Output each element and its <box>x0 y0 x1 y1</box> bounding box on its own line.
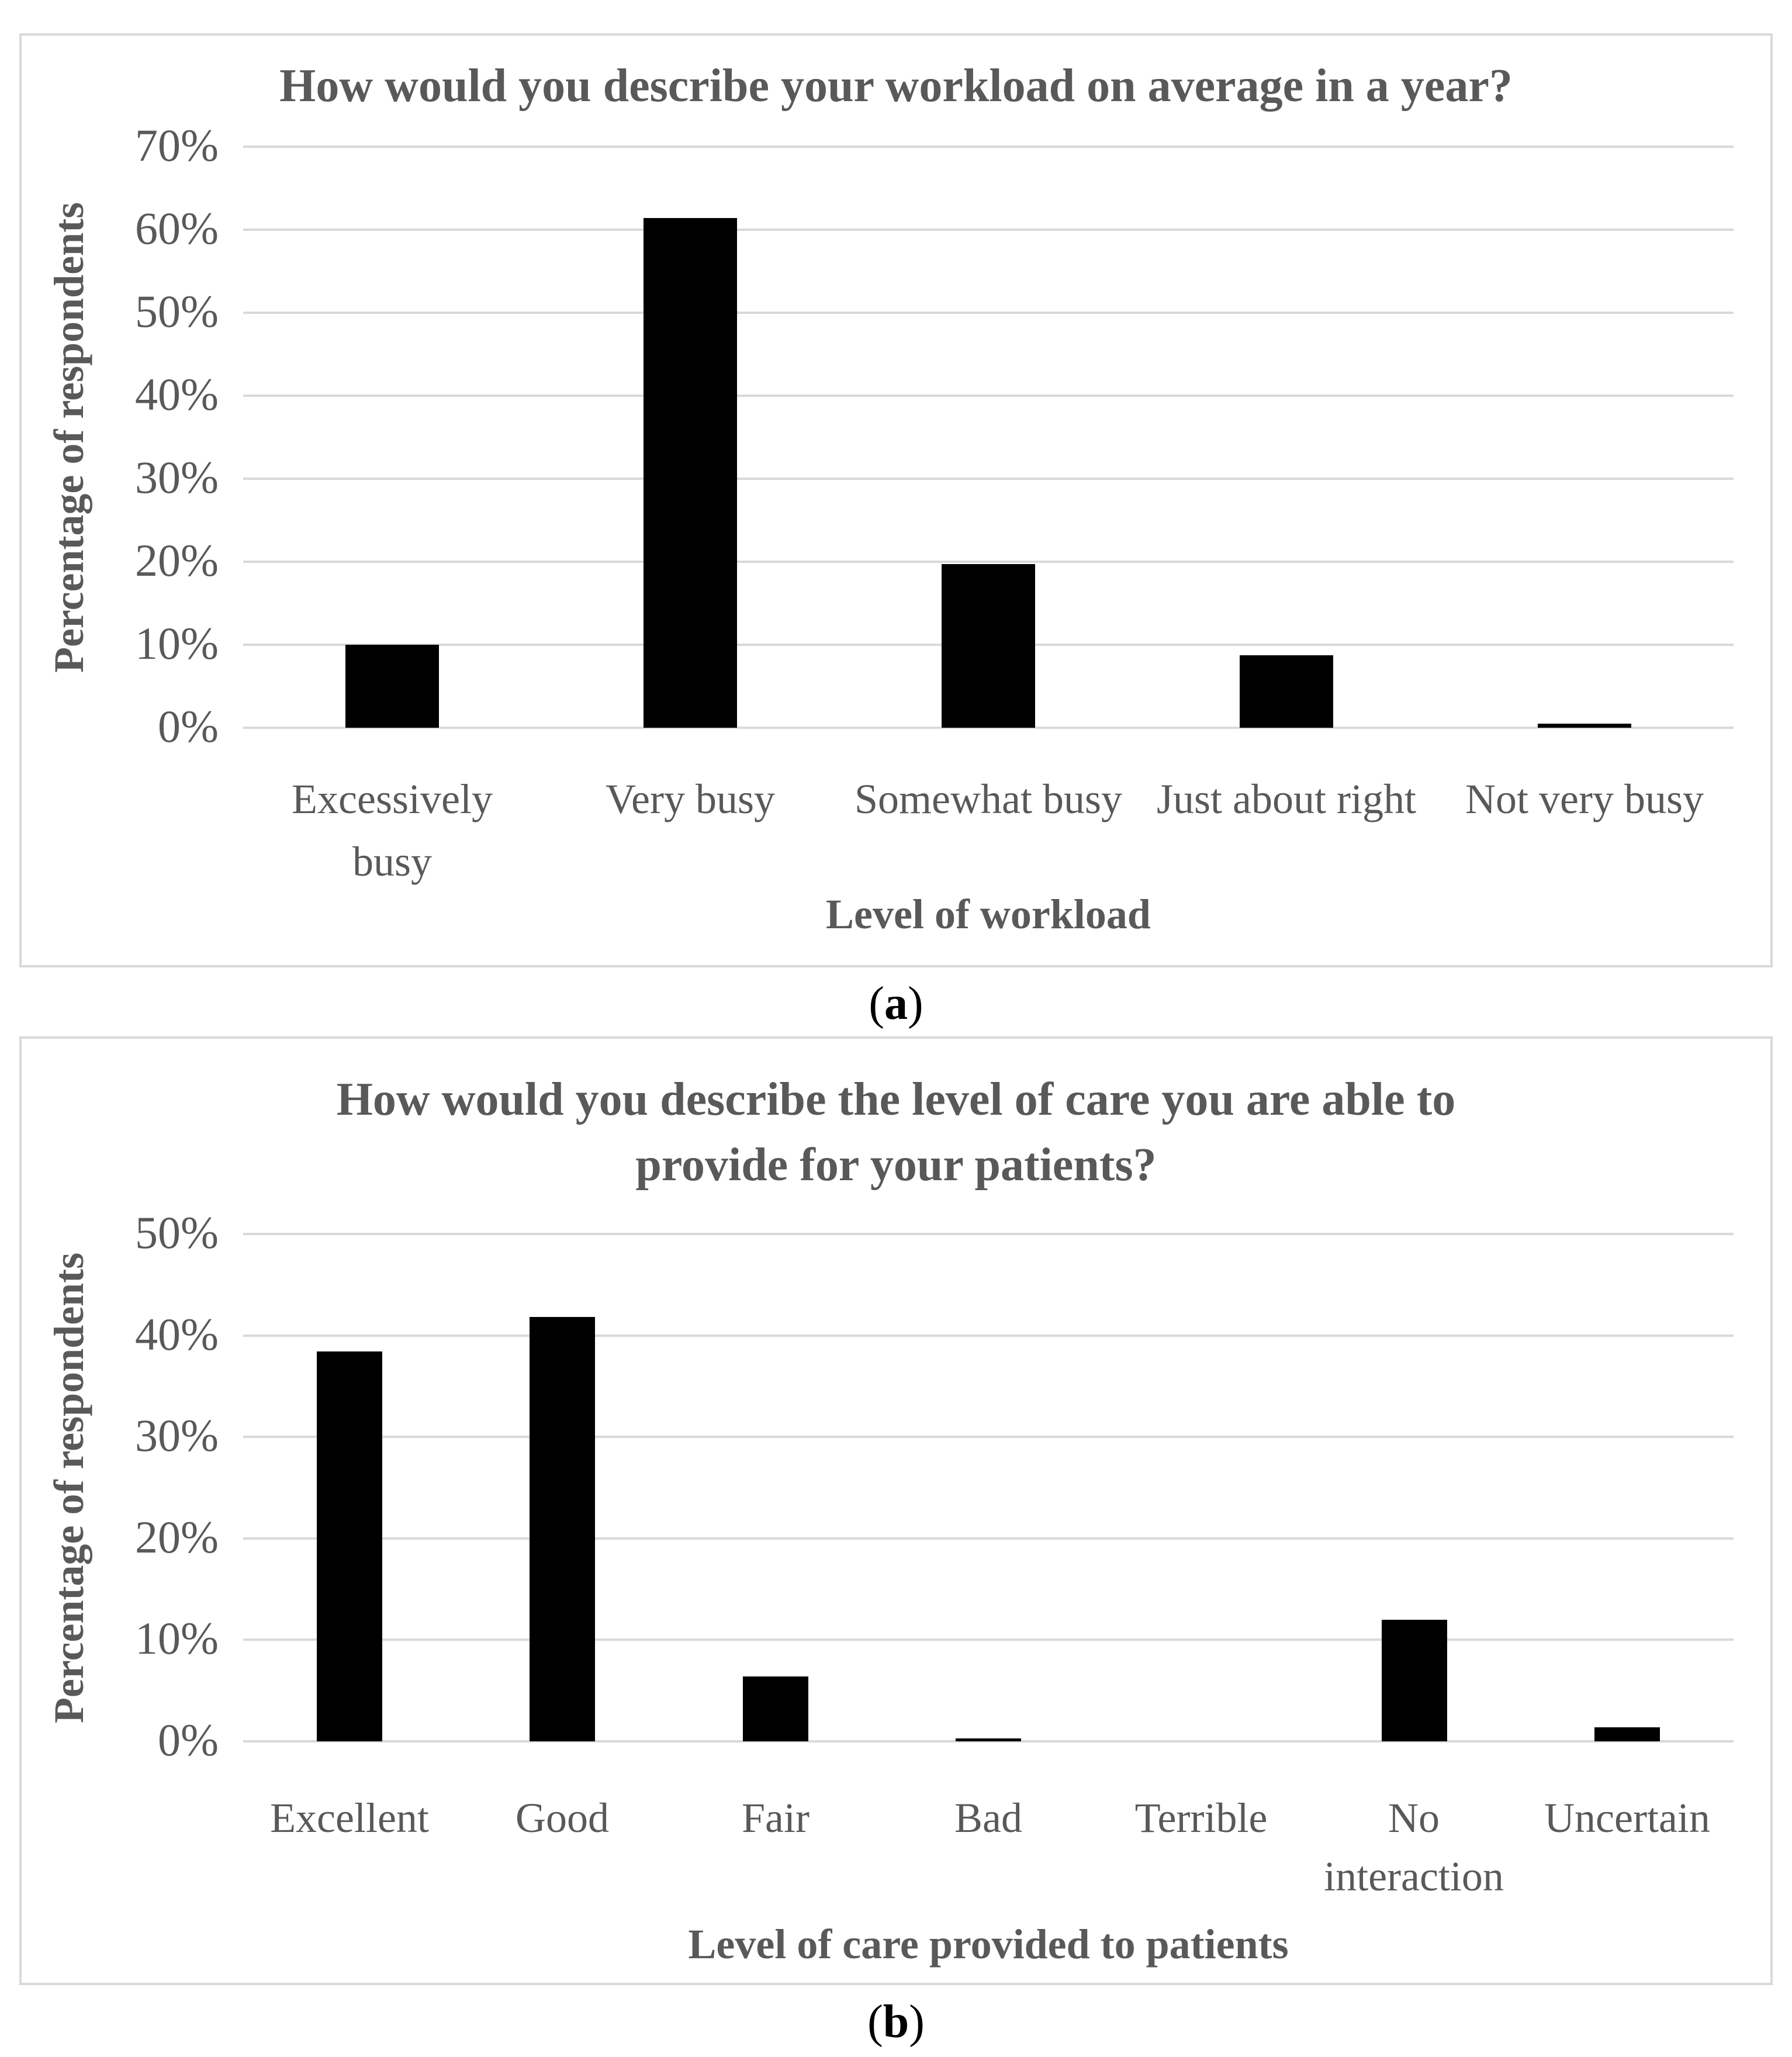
gridline-30pct <box>243 478 1734 480</box>
gridline-10pct <box>243 1638 1734 1641</box>
caption-a: (a) <box>0 972 1792 1036</box>
x-category-label-bad: Bad <box>954 1795 1022 1841</box>
bar-fair <box>743 1676 808 1741</box>
x-category-label-terrible: Terrible <box>1134 1795 1268 1841</box>
gridline-0pct <box>243 1740 1734 1743</box>
y-tick-label-20pct: 20% <box>135 1511 219 1562</box>
gridline-40pct <box>243 395 1734 397</box>
y-tick-label-10pct: 10% <box>135 1613 219 1664</box>
y-tick-label-20pct: 20% <box>135 535 219 586</box>
y-tick-label-50pct: 50% <box>135 1207 219 1259</box>
gridline-20pct <box>243 561 1734 563</box>
chart-a-title: How would you describe your workload on … <box>279 60 1513 112</box>
caption-b: (b) <box>0 1990 1792 2054</box>
bar-not-very-busy <box>1538 724 1631 728</box>
bar-excessively-busy <box>345 645 439 728</box>
y-tick-label-40pct: 40% <box>135 1308 219 1360</box>
x-category-label-no-interaction: No interaction <box>1324 1795 1504 1900</box>
gridline-20pct <box>243 1537 1734 1540</box>
y-tick-label-0pct: 0% <box>158 701 219 752</box>
gridline-70pct <box>243 146 1734 148</box>
bar-just-about-right <box>1240 655 1333 728</box>
x-category-label-uncertain: Uncertain <box>1544 1795 1710 1841</box>
bar-somewhat-busy <box>942 564 1035 728</box>
gridline-30pct <box>243 1436 1734 1438</box>
y-tick-label-30pct: 30% <box>135 452 219 503</box>
chart-panel-a: How would you describe your workload on … <box>19 33 1773 967</box>
y-tick-label-0pct: 0% <box>158 1714 219 1766</box>
y-tick-label-50pct: 50% <box>135 286 219 337</box>
x-category-label-fair: Fair <box>742 1795 809 1841</box>
gridline-50pct <box>243 1233 1734 1235</box>
x-category-label-very-busy: Very busy <box>606 776 775 822</box>
x-category-label-not-very-busy: Not very busy <box>1465 776 1704 822</box>
x-category-label-good: Good <box>516 1795 609 1841</box>
gridline-40pct <box>243 1335 1734 1337</box>
bar-bad <box>956 1738 1021 1741</box>
y-tick-label-60pct: 60% <box>135 203 219 254</box>
x-category-label-excellent: Excellent <box>270 1795 429 1841</box>
bar-no-interaction <box>1382 1620 1447 1741</box>
chart-b-x-axis-title: Level of care provided to patients <box>688 1921 1289 1968</box>
y-tick-label-10pct: 10% <box>135 618 219 669</box>
x-category-label-just-about-right: Just about right <box>1157 776 1416 822</box>
gridline-50pct <box>243 312 1734 314</box>
caption-a-open-paren: ( <box>869 978 884 1029</box>
chart-panel-b: How would you describe the level of care… <box>19 1036 1773 1985</box>
y-tick-label-40pct: 40% <box>135 369 219 420</box>
y-tick-label-30pct: 30% <box>135 1410 219 1461</box>
chart-a-plot-area <box>243 146 1734 729</box>
caption-b-close-paren: ) <box>909 1996 925 2048</box>
bar-good <box>530 1317 595 1741</box>
x-category-label-excessively-busy: Excessively busy <box>292 776 493 885</box>
caption-b-open-paren: ( <box>867 1996 883 2048</box>
chart-b-plot-area <box>243 1233 1734 1743</box>
x-category-label-somewhat-busy: Somewhat busy <box>855 776 1122 822</box>
bar-uncertain <box>1594 1727 1660 1741</box>
bar-very-busy <box>644 218 737 728</box>
chart-b-title: How would you describe the level of care… <box>336 1074 1456 1191</box>
bar-excellent <box>317 1351 382 1741</box>
caption-a-letter: a <box>884 978 908 1029</box>
gridline-60pct <box>243 229 1734 231</box>
gridline-0pct <box>243 727 1734 729</box>
caption-b-letter: b <box>883 1996 909 2048</box>
caption-a-close-paren: ) <box>908 978 923 1029</box>
y-tick-label-70pct: 70% <box>135 120 219 171</box>
chart-a-x-axis-title: Level of workload <box>826 891 1151 938</box>
